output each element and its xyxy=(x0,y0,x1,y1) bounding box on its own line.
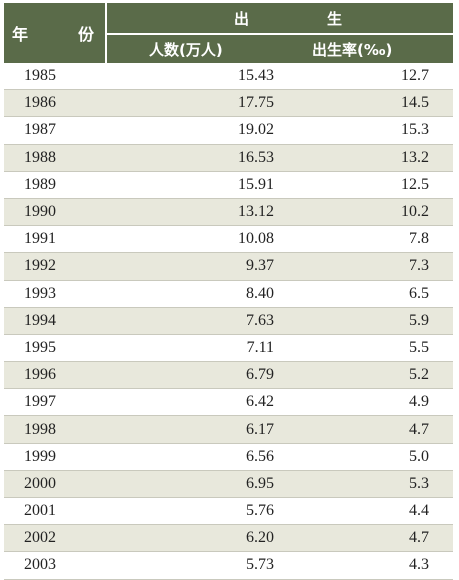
rate-cell: 5.3 xyxy=(288,470,453,499)
births-cell: 6.95 xyxy=(106,470,288,499)
births-cell: 13.12 xyxy=(106,198,288,227)
births-cell: 17.75 xyxy=(106,89,288,118)
births-count-header: 人数(万人) xyxy=(106,34,288,63)
year-cell: 1989 xyxy=(4,171,106,199)
births-cell: 19.02 xyxy=(106,116,288,145)
births-cell: 6.79 xyxy=(106,361,288,390)
table-row: 2003 5.73 4.3 xyxy=(4,551,453,580)
table-row: 1994 7.63 5.9 xyxy=(4,307,453,335)
table-row: 1993 8.40 6.5 xyxy=(4,280,453,308)
births-cell: 5.73 xyxy=(106,551,288,580)
births-cell: 6.20 xyxy=(106,524,288,553)
rate-cell: 4.4 xyxy=(288,497,453,526)
rate-cell: 5.9 xyxy=(288,307,453,335)
births-cell: 6.17 xyxy=(106,415,288,444)
table-row: 1998 6.17 4.7 xyxy=(4,415,453,444)
year-cell: 1995 xyxy=(4,334,106,363)
year-cell: 2002 xyxy=(4,524,106,553)
table-row: 1999 6.56 5.0 xyxy=(4,443,453,471)
births-cell: 6.56 xyxy=(106,443,288,471)
group-header-char-1: 出 xyxy=(233,9,253,28)
births-cell: 6.42 xyxy=(106,388,288,417)
year-cell: 1994 xyxy=(4,307,106,335)
table-row: 1990 13.12 10.2 xyxy=(4,198,453,227)
year-cell: 2003 xyxy=(4,551,106,580)
table-row: 1997 6.42 4.9 xyxy=(4,388,453,417)
rate-cell: 15.3 xyxy=(288,116,453,145)
rate-cell: 6.5 xyxy=(288,280,453,308)
table-row: 1992 9.37 7.3 xyxy=(4,252,453,281)
births-cell: 10.08 xyxy=(106,225,288,254)
rate-cell: 4.3 xyxy=(288,551,453,580)
year-cell: 1996 xyxy=(4,361,106,390)
table-row: 2000 6.95 5.3 xyxy=(4,470,453,499)
year-column-header: 年 份 xyxy=(4,3,107,63)
births-cell: 7.11 xyxy=(106,334,288,363)
header-row-bottom: 人数(万人) 出生率(‰) xyxy=(4,34,453,63)
group-header-char-2: 生 xyxy=(326,9,346,28)
table-row: 1995 7.11 5.5 xyxy=(4,334,453,363)
table-body: 1985 15.43 12.7 1986 17.75 14.5 1987 19.02 15.3 1… xyxy=(4,63,453,580)
table-row: 1986 17.75 14.5 xyxy=(4,89,453,118)
rate-cell: 13.2 xyxy=(288,144,453,172)
year-cell: 2001 xyxy=(4,497,106,526)
year-cell: 1998 xyxy=(4,415,106,444)
year-cell: 2000 xyxy=(4,470,106,499)
rate-cell: 4.9 xyxy=(288,388,453,417)
births-cell: 15.43 xyxy=(106,63,288,91)
rate-cell: 14.5 xyxy=(288,89,453,118)
year-cell: 1991 xyxy=(4,225,106,254)
year-cell: 1986 xyxy=(4,89,106,118)
year-cell: 1993 xyxy=(4,280,106,308)
year-header-char-1: 年 xyxy=(12,25,30,44)
table-row: 1996 6.79 5.2 xyxy=(4,361,453,390)
births-cell: 9.37 xyxy=(106,252,288,281)
rate-cell: 12.7 xyxy=(288,63,453,91)
rate-cell: 5.5 xyxy=(288,334,453,363)
table-row: 1985 15.43 12.7 xyxy=(4,63,453,91)
header-row-top: 年 份 出 生 xyxy=(4,3,453,63)
births-group-header: 出 生 xyxy=(106,3,453,35)
rate-cell: 12.5 xyxy=(288,171,453,199)
table-row: 1987 19.02 15.3 xyxy=(4,116,453,145)
year-cell: 1990 xyxy=(4,198,106,227)
table-row: 2002 6.20 4.7 xyxy=(4,524,453,553)
year-cell: 1999 xyxy=(4,443,106,471)
year-cell: 1987 xyxy=(4,116,106,145)
year-cell: 1988 xyxy=(4,144,106,172)
table-header: 年 份 出 生 人数(万人) 出生率(‰) xyxy=(4,3,453,63)
table-row: 1989 15.91 12.5 xyxy=(4,171,453,199)
births-cell: 8.40 xyxy=(106,280,288,308)
births-cell: 15.91 xyxy=(106,171,288,199)
rate-cell: 5.2 xyxy=(288,361,453,390)
year-cell: 1992 xyxy=(4,252,106,281)
births-cell: 5.76 xyxy=(106,497,288,526)
rate-cell: 4.7 xyxy=(288,524,453,553)
table-row: 2001 5.76 4.4 xyxy=(4,497,453,526)
birth-statistics-table: 年 份 出 生 人数(万人) 出生率(‰) 1985 15.43 12.7 1986 1… xyxy=(4,3,453,580)
year-header-char-2: 份 xyxy=(77,25,95,44)
table-row: 1988 16.53 13.2 xyxy=(4,144,453,172)
table-row: 1991 10.08 7.8 xyxy=(4,225,453,254)
births-cell: 7.63 xyxy=(106,307,288,335)
rate-cell: 10.2 xyxy=(288,198,453,227)
rate-cell: 7.8 xyxy=(288,225,453,254)
rate-cell: 5.0 xyxy=(288,443,453,471)
year-cell: 1985 xyxy=(4,63,106,91)
year-cell: 1997 xyxy=(4,388,106,417)
births-cell: 16.53 xyxy=(106,144,288,172)
rate-cell: 7.3 xyxy=(288,252,453,281)
birth-rate-header: 出生率(‰) xyxy=(288,34,453,63)
rate-cell: 4.7 xyxy=(288,415,453,444)
